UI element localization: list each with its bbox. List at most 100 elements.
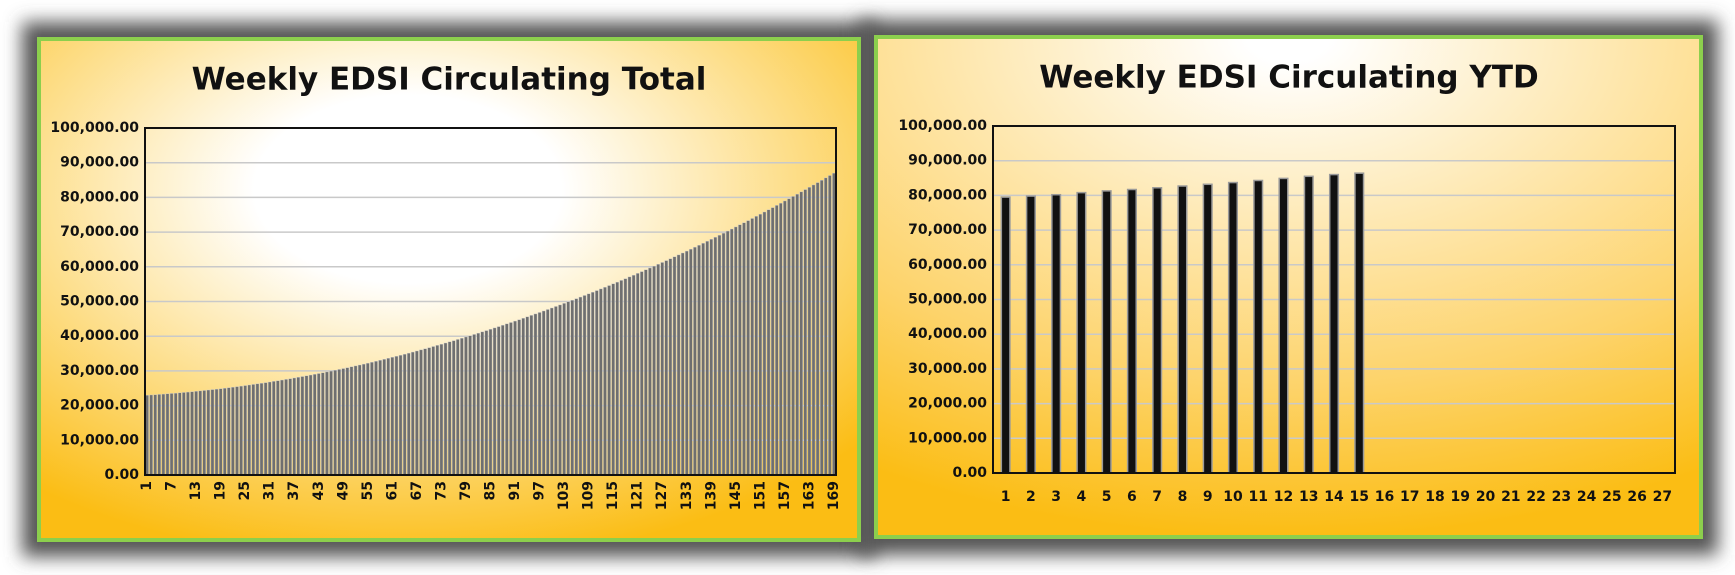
x-tick-label: 97 [532,481,548,500]
x-tick-label: 6 [1127,489,1137,505]
bar [787,198,791,476]
x-tick-label: 15 [1350,489,1369,505]
bar [280,379,284,476]
plot-frame [144,127,837,476]
bar [312,374,317,476]
bar [182,392,186,476]
bar [541,310,546,476]
bar [644,269,648,476]
y-tick-label: 50,000.00 [60,294,139,310]
bar [227,387,231,476]
bar [550,307,554,476]
bar [725,230,730,476]
x-tick-label: 91 [507,481,523,500]
bar [1101,190,1112,474]
bar [668,258,673,476]
bar [660,262,664,476]
bar [255,383,260,476]
bar [222,387,227,476]
bar [1253,179,1264,474]
x-tick-label: 139 [703,481,719,510]
bar [231,386,235,476]
bar [1227,181,1239,474]
bar [276,380,280,476]
bar [308,374,313,476]
bar [390,357,395,476]
x-tick-label: 16 [1375,489,1394,505]
x-tick-label: 133 [679,481,695,510]
bar [362,363,366,476]
bar [161,393,166,476]
bar [631,274,636,476]
y-tick-label: 0.00 [952,465,987,481]
bar [766,209,771,476]
bar [640,271,644,476]
bar [472,334,476,476]
bar [525,316,530,476]
x-tick-label: 13 [1299,489,1318,505]
bar [819,180,824,476]
y-tick-label: 40,000.00 [908,326,987,342]
bar [496,326,501,476]
bar [807,187,812,476]
bar [456,339,460,476]
y-tick-label: 20,000.00 [60,398,139,414]
bar [374,361,378,476]
y-tick-label: 100,000.00 [50,120,139,136]
x-tick-label: 20 [1476,489,1496,505]
bar [799,191,803,476]
x-tick-label: 13 [188,481,204,500]
bar [770,207,775,476]
x-tick-label: 23 [1552,489,1571,505]
bar [370,362,374,476]
y-tick-label: 0.00 [104,467,139,483]
bar [423,348,427,476]
bar [815,182,820,476]
x-tick-label: 8 [1178,489,1188,505]
bar [476,332,480,476]
bar [648,267,652,476]
y-tick-label: 70,000.00 [60,224,139,240]
x-tick-label: 7 [1152,489,1162,505]
bar [460,337,464,476]
x-tick-label: 157 [777,481,793,510]
bar [1303,175,1314,474]
bar [717,234,722,476]
bar [431,346,435,476]
bar [218,388,223,476]
x-tick-label: 7 [164,481,180,491]
x-tick-label: 79 [458,481,474,500]
y-tick-label: 80,000.00 [908,187,987,203]
bar [190,391,194,476]
bar [791,196,795,476]
bar [570,300,575,476]
x-tick-label: 9 [1203,489,1213,505]
x-tick-label: 85 [483,481,499,500]
plot-frame [992,125,1676,474]
bar [210,389,215,476]
bar [554,306,558,476]
bar [824,177,828,476]
bar [742,222,746,476]
bar [173,392,178,476]
bar [492,327,497,476]
bar [738,224,742,476]
bar [1328,173,1340,474]
bar [672,256,677,476]
y-tick-label: 70,000.00 [908,222,987,238]
x-tick-label: 55 [360,481,376,500]
x-tick-label: 4 [1077,489,1087,505]
x-tick-label: 43 [311,481,327,500]
bar [734,226,738,476]
bar [685,250,689,476]
bar [333,370,337,476]
bar [1126,188,1137,474]
bar [447,341,452,476]
bar [243,385,247,476]
bar [595,290,599,476]
bar [292,377,296,476]
bar [721,232,726,476]
bar [509,322,513,476]
